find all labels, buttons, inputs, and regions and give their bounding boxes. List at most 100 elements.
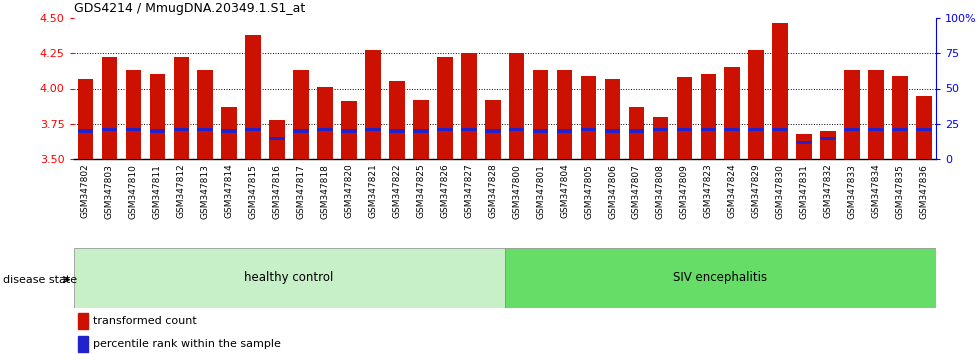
Bar — [892, 76, 907, 159]
Bar — [820, 137, 836, 139]
Bar — [533, 70, 549, 159]
Text: GSM347820: GSM347820 — [345, 164, 354, 218]
Bar — [102, 128, 118, 131]
Bar — [628, 107, 644, 159]
Text: GSM347809: GSM347809 — [680, 164, 689, 219]
Bar — [653, 128, 668, 131]
Bar — [557, 130, 572, 132]
Text: GSM347801: GSM347801 — [536, 164, 545, 219]
Text: GSM347829: GSM347829 — [752, 164, 760, 218]
Bar — [485, 100, 501, 159]
Bar — [868, 128, 884, 131]
Bar — [461, 128, 476, 131]
Text: GSM347818: GSM347818 — [320, 164, 329, 219]
Text: GDS4214 / MmugDNA.20349.1.S1_at: GDS4214 / MmugDNA.20349.1.S1_at — [74, 2, 305, 15]
Text: GSM347814: GSM347814 — [224, 164, 233, 218]
Text: GSM347830: GSM347830 — [776, 164, 785, 219]
Bar — [701, 74, 716, 159]
Text: GSM347811: GSM347811 — [153, 164, 162, 219]
Bar — [749, 50, 764, 159]
Bar — [77, 130, 93, 132]
Text: GSM347815: GSM347815 — [249, 164, 258, 219]
Text: GSM347817: GSM347817 — [297, 164, 306, 219]
Bar — [485, 130, 501, 132]
Bar — [77, 336, 88, 352]
Bar — [605, 130, 620, 132]
Bar — [245, 128, 261, 131]
Bar — [150, 74, 165, 159]
Text: SIV encephalitis: SIV encephalitis — [673, 272, 767, 284]
Text: GSM347825: GSM347825 — [416, 164, 425, 218]
Bar — [844, 128, 859, 131]
Text: percentile rank within the sample: percentile rank within the sample — [93, 339, 281, 349]
Bar — [533, 130, 549, 132]
Text: healthy control: healthy control — [244, 272, 334, 284]
Text: GSM347803: GSM347803 — [105, 164, 114, 219]
Bar — [820, 131, 836, 159]
Bar — [389, 81, 405, 159]
Bar — [772, 128, 788, 131]
Text: GSM347808: GSM347808 — [656, 164, 664, 219]
Bar — [581, 76, 596, 159]
Bar — [797, 134, 811, 159]
Bar — [197, 70, 213, 159]
Bar — [125, 128, 141, 131]
Text: GSM347822: GSM347822 — [392, 164, 402, 218]
Text: GSM347826: GSM347826 — [440, 164, 449, 218]
Bar — [724, 67, 740, 159]
Bar — [389, 130, 405, 132]
Text: GSM347805: GSM347805 — [584, 164, 593, 219]
Bar — [844, 70, 859, 159]
Bar — [293, 70, 309, 159]
Bar — [676, 128, 692, 131]
Text: GSM347831: GSM347831 — [800, 164, 808, 219]
Bar — [509, 53, 524, 159]
Bar — [461, 53, 476, 159]
Bar — [628, 130, 644, 132]
Bar — [293, 130, 309, 132]
Bar — [270, 120, 285, 159]
Text: GSM347833: GSM347833 — [848, 164, 857, 219]
Bar — [557, 70, 572, 159]
Text: GSM347804: GSM347804 — [561, 164, 569, 218]
Bar — [892, 128, 907, 131]
Bar — [868, 70, 884, 159]
Bar — [366, 128, 380, 131]
Bar — [150, 130, 165, 132]
Text: GSM347835: GSM347835 — [896, 164, 905, 219]
Text: GSM347824: GSM347824 — [728, 164, 737, 218]
Bar — [125, 70, 141, 159]
Bar — [77, 79, 93, 159]
Text: GSM347816: GSM347816 — [272, 164, 281, 219]
Text: GSM347834: GSM347834 — [871, 164, 880, 218]
Bar — [318, 87, 333, 159]
Text: GSM347828: GSM347828 — [488, 164, 497, 218]
Text: GSM347806: GSM347806 — [608, 164, 617, 219]
Text: transformed count: transformed count — [93, 316, 197, 326]
Bar — [724, 128, 740, 131]
Text: GSM347827: GSM347827 — [465, 164, 473, 218]
Bar — [772, 23, 788, 159]
Text: GSM347821: GSM347821 — [368, 164, 377, 218]
Bar — [197, 128, 213, 131]
Text: GSM347832: GSM347832 — [823, 164, 833, 218]
Bar — [173, 128, 189, 131]
Bar — [437, 57, 453, 159]
Bar — [341, 101, 357, 159]
Bar — [173, 57, 189, 159]
Bar — [245, 35, 261, 159]
Bar — [676, 77, 692, 159]
Bar — [749, 128, 764, 131]
Bar — [318, 128, 333, 131]
Text: disease state: disease state — [3, 275, 77, 285]
Bar — [77, 313, 88, 329]
Bar — [437, 128, 453, 131]
Text: GSM347807: GSM347807 — [632, 164, 641, 219]
Text: GSM347812: GSM347812 — [176, 164, 186, 218]
Bar — [366, 50, 380, 159]
Text: GSM347823: GSM347823 — [704, 164, 712, 218]
FancyBboxPatch shape — [74, 248, 505, 308]
FancyBboxPatch shape — [505, 248, 936, 308]
Bar — [413, 130, 428, 132]
Text: GSM347800: GSM347800 — [513, 164, 521, 219]
